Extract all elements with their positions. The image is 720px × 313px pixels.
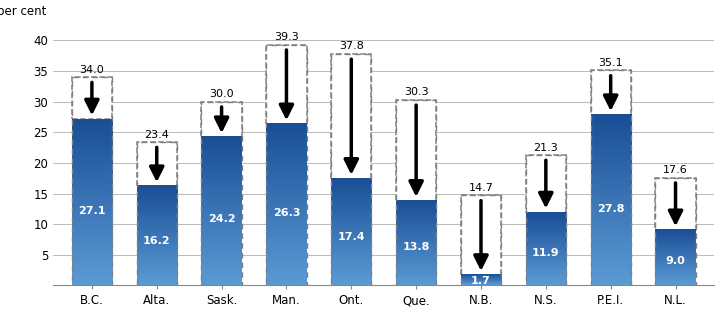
Bar [590,70,631,115]
Bar [137,142,177,186]
Bar [396,100,436,201]
Bar [331,54,372,285]
Bar [655,178,696,285]
Text: 34.0: 34.0 [79,65,104,75]
Bar [590,70,631,285]
Text: 27.1: 27.1 [78,206,106,216]
Bar [331,54,372,179]
Text: 1.7: 1.7 [471,276,491,286]
Text: 27.8: 27.8 [597,204,624,214]
Text: 9.0: 9.0 [666,256,685,266]
Bar [266,45,307,124]
Text: 37.8: 37.8 [339,41,364,51]
Text: per cent: per cent [0,5,46,18]
Bar [655,178,696,230]
Text: 16.2: 16.2 [143,236,171,246]
Bar [266,45,307,285]
Bar [461,195,501,275]
Text: 17.4: 17.4 [338,233,365,243]
Bar [526,155,566,285]
Text: 24.2: 24.2 [208,214,235,224]
Text: 13.8: 13.8 [402,242,430,252]
Bar [461,195,501,285]
Text: 23.4: 23.4 [144,130,169,140]
Text: 30.3: 30.3 [404,87,428,97]
Text: 14.7: 14.7 [469,183,493,193]
Text: 26.3: 26.3 [273,208,300,218]
Bar [72,77,112,285]
Text: 30.0: 30.0 [210,89,234,99]
Bar [72,77,112,120]
Bar [396,100,436,285]
Bar [202,102,242,137]
Text: 11.9: 11.9 [532,248,559,258]
Text: 17.6: 17.6 [663,165,688,175]
Bar [137,142,177,285]
Bar [526,155,566,213]
Text: 21.3: 21.3 [534,142,558,152]
Text: 35.1: 35.1 [598,58,623,68]
Text: 39.3: 39.3 [274,32,299,42]
Bar [202,102,242,285]
